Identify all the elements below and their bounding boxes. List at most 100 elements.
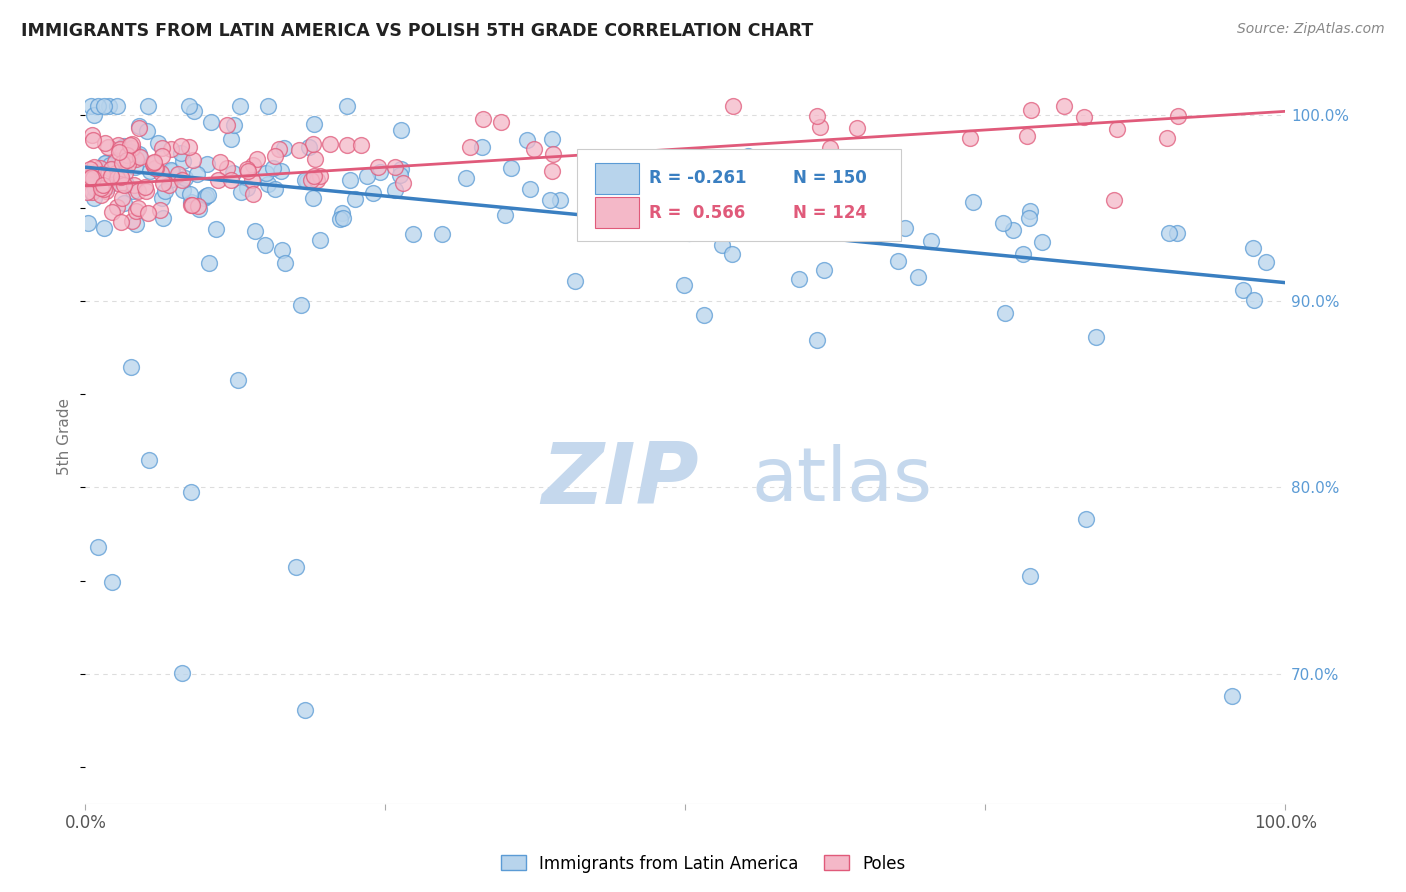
Point bbox=[789, 272, 811, 286]
Point bbox=[1166, 226, 1188, 240]
Point bbox=[101, 575, 124, 590]
Text: atlas: atlas bbox=[751, 444, 932, 516]
Point bbox=[548, 193, 571, 207]
Point bbox=[1232, 283, 1254, 297]
Point bbox=[121, 214, 143, 228]
Text: IMMIGRANTS FROM LATIN AMERICA VS POLISH 5TH GRADE CORRELATION CHART: IMMIGRANTS FROM LATIN AMERICA VS POLISH … bbox=[21, 22, 813, 40]
Point bbox=[538, 193, 561, 207]
Point bbox=[336, 99, 359, 113]
Point bbox=[519, 182, 541, 196]
Point bbox=[197, 256, 219, 270]
Point bbox=[432, 227, 454, 242]
Point bbox=[134, 179, 156, 194]
Point bbox=[142, 157, 165, 171]
Point bbox=[197, 188, 219, 202]
Point bbox=[256, 166, 278, 180]
FancyBboxPatch shape bbox=[595, 162, 638, 194]
Point bbox=[142, 155, 165, 169]
Point bbox=[79, 161, 101, 176]
Point bbox=[104, 155, 127, 169]
Point bbox=[1019, 103, 1042, 117]
Point bbox=[806, 333, 828, 347]
Point bbox=[384, 160, 406, 174]
Point bbox=[145, 161, 167, 176]
Point bbox=[97, 99, 120, 113]
Point bbox=[90, 180, 112, 194]
Point bbox=[100, 169, 122, 183]
Point bbox=[304, 169, 326, 183]
Point bbox=[1104, 193, 1126, 207]
Point bbox=[1084, 330, 1107, 344]
Point bbox=[76, 216, 98, 230]
FancyBboxPatch shape bbox=[595, 197, 638, 228]
Point bbox=[120, 359, 142, 374]
Point bbox=[136, 206, 159, 220]
Point bbox=[257, 177, 280, 191]
Point bbox=[187, 199, 209, 213]
Point bbox=[711, 237, 734, 252]
Point bbox=[523, 142, 546, 156]
Point bbox=[105, 170, 128, 185]
Point bbox=[749, 162, 772, 177]
Point bbox=[143, 161, 166, 176]
Text: N = 124: N = 124 bbox=[793, 203, 868, 222]
Point bbox=[128, 147, 150, 161]
Point bbox=[167, 167, 190, 181]
Point bbox=[105, 99, 128, 113]
Point bbox=[157, 178, 180, 192]
Point bbox=[200, 115, 222, 129]
Point bbox=[186, 167, 208, 181]
Point bbox=[254, 237, 277, 252]
Point bbox=[108, 177, 131, 191]
Point bbox=[215, 161, 238, 175]
Point bbox=[152, 211, 174, 226]
Point bbox=[309, 169, 332, 184]
Point bbox=[790, 165, 813, 179]
Point bbox=[94, 156, 117, 170]
Point bbox=[389, 168, 412, 182]
Point bbox=[294, 703, 316, 717]
Point bbox=[1243, 293, 1265, 307]
Point bbox=[121, 141, 143, 155]
Point bbox=[256, 99, 278, 113]
Point bbox=[222, 166, 245, 180]
Point bbox=[117, 157, 139, 171]
Point bbox=[756, 195, 779, 210]
Point bbox=[149, 166, 172, 180]
Point bbox=[994, 305, 1017, 319]
Point bbox=[87, 540, 110, 554]
Point bbox=[100, 162, 122, 177]
Point bbox=[336, 137, 359, 152]
Point bbox=[499, 161, 522, 176]
Point bbox=[124, 160, 146, 174]
Point bbox=[1157, 226, 1180, 240]
Point bbox=[460, 139, 482, 153]
Point bbox=[302, 191, 325, 205]
Point bbox=[80, 166, 103, 180]
Legend: Immigrants from Latin America, Poles: Immigrants from Latin America, Poles bbox=[494, 848, 912, 880]
Point bbox=[1105, 121, 1128, 136]
Point bbox=[541, 147, 564, 161]
Point bbox=[100, 161, 122, 176]
Point bbox=[98, 158, 121, 172]
Point bbox=[238, 164, 260, 178]
Point bbox=[183, 153, 205, 167]
Point bbox=[75, 171, 97, 186]
Point bbox=[107, 138, 129, 153]
Point bbox=[344, 192, 367, 206]
Point bbox=[183, 103, 205, 118]
Point bbox=[920, 234, 942, 248]
Point bbox=[564, 274, 586, 288]
Point bbox=[128, 150, 150, 164]
Point bbox=[242, 186, 264, 201]
Point bbox=[1002, 222, 1025, 236]
Point bbox=[90, 188, 112, 202]
Point bbox=[235, 162, 257, 177]
Point bbox=[117, 147, 139, 161]
Point bbox=[658, 161, 681, 176]
Point bbox=[152, 176, 174, 190]
Point bbox=[887, 253, 910, 268]
Point bbox=[149, 202, 172, 217]
Point bbox=[264, 181, 287, 195]
Point bbox=[93, 182, 115, 196]
